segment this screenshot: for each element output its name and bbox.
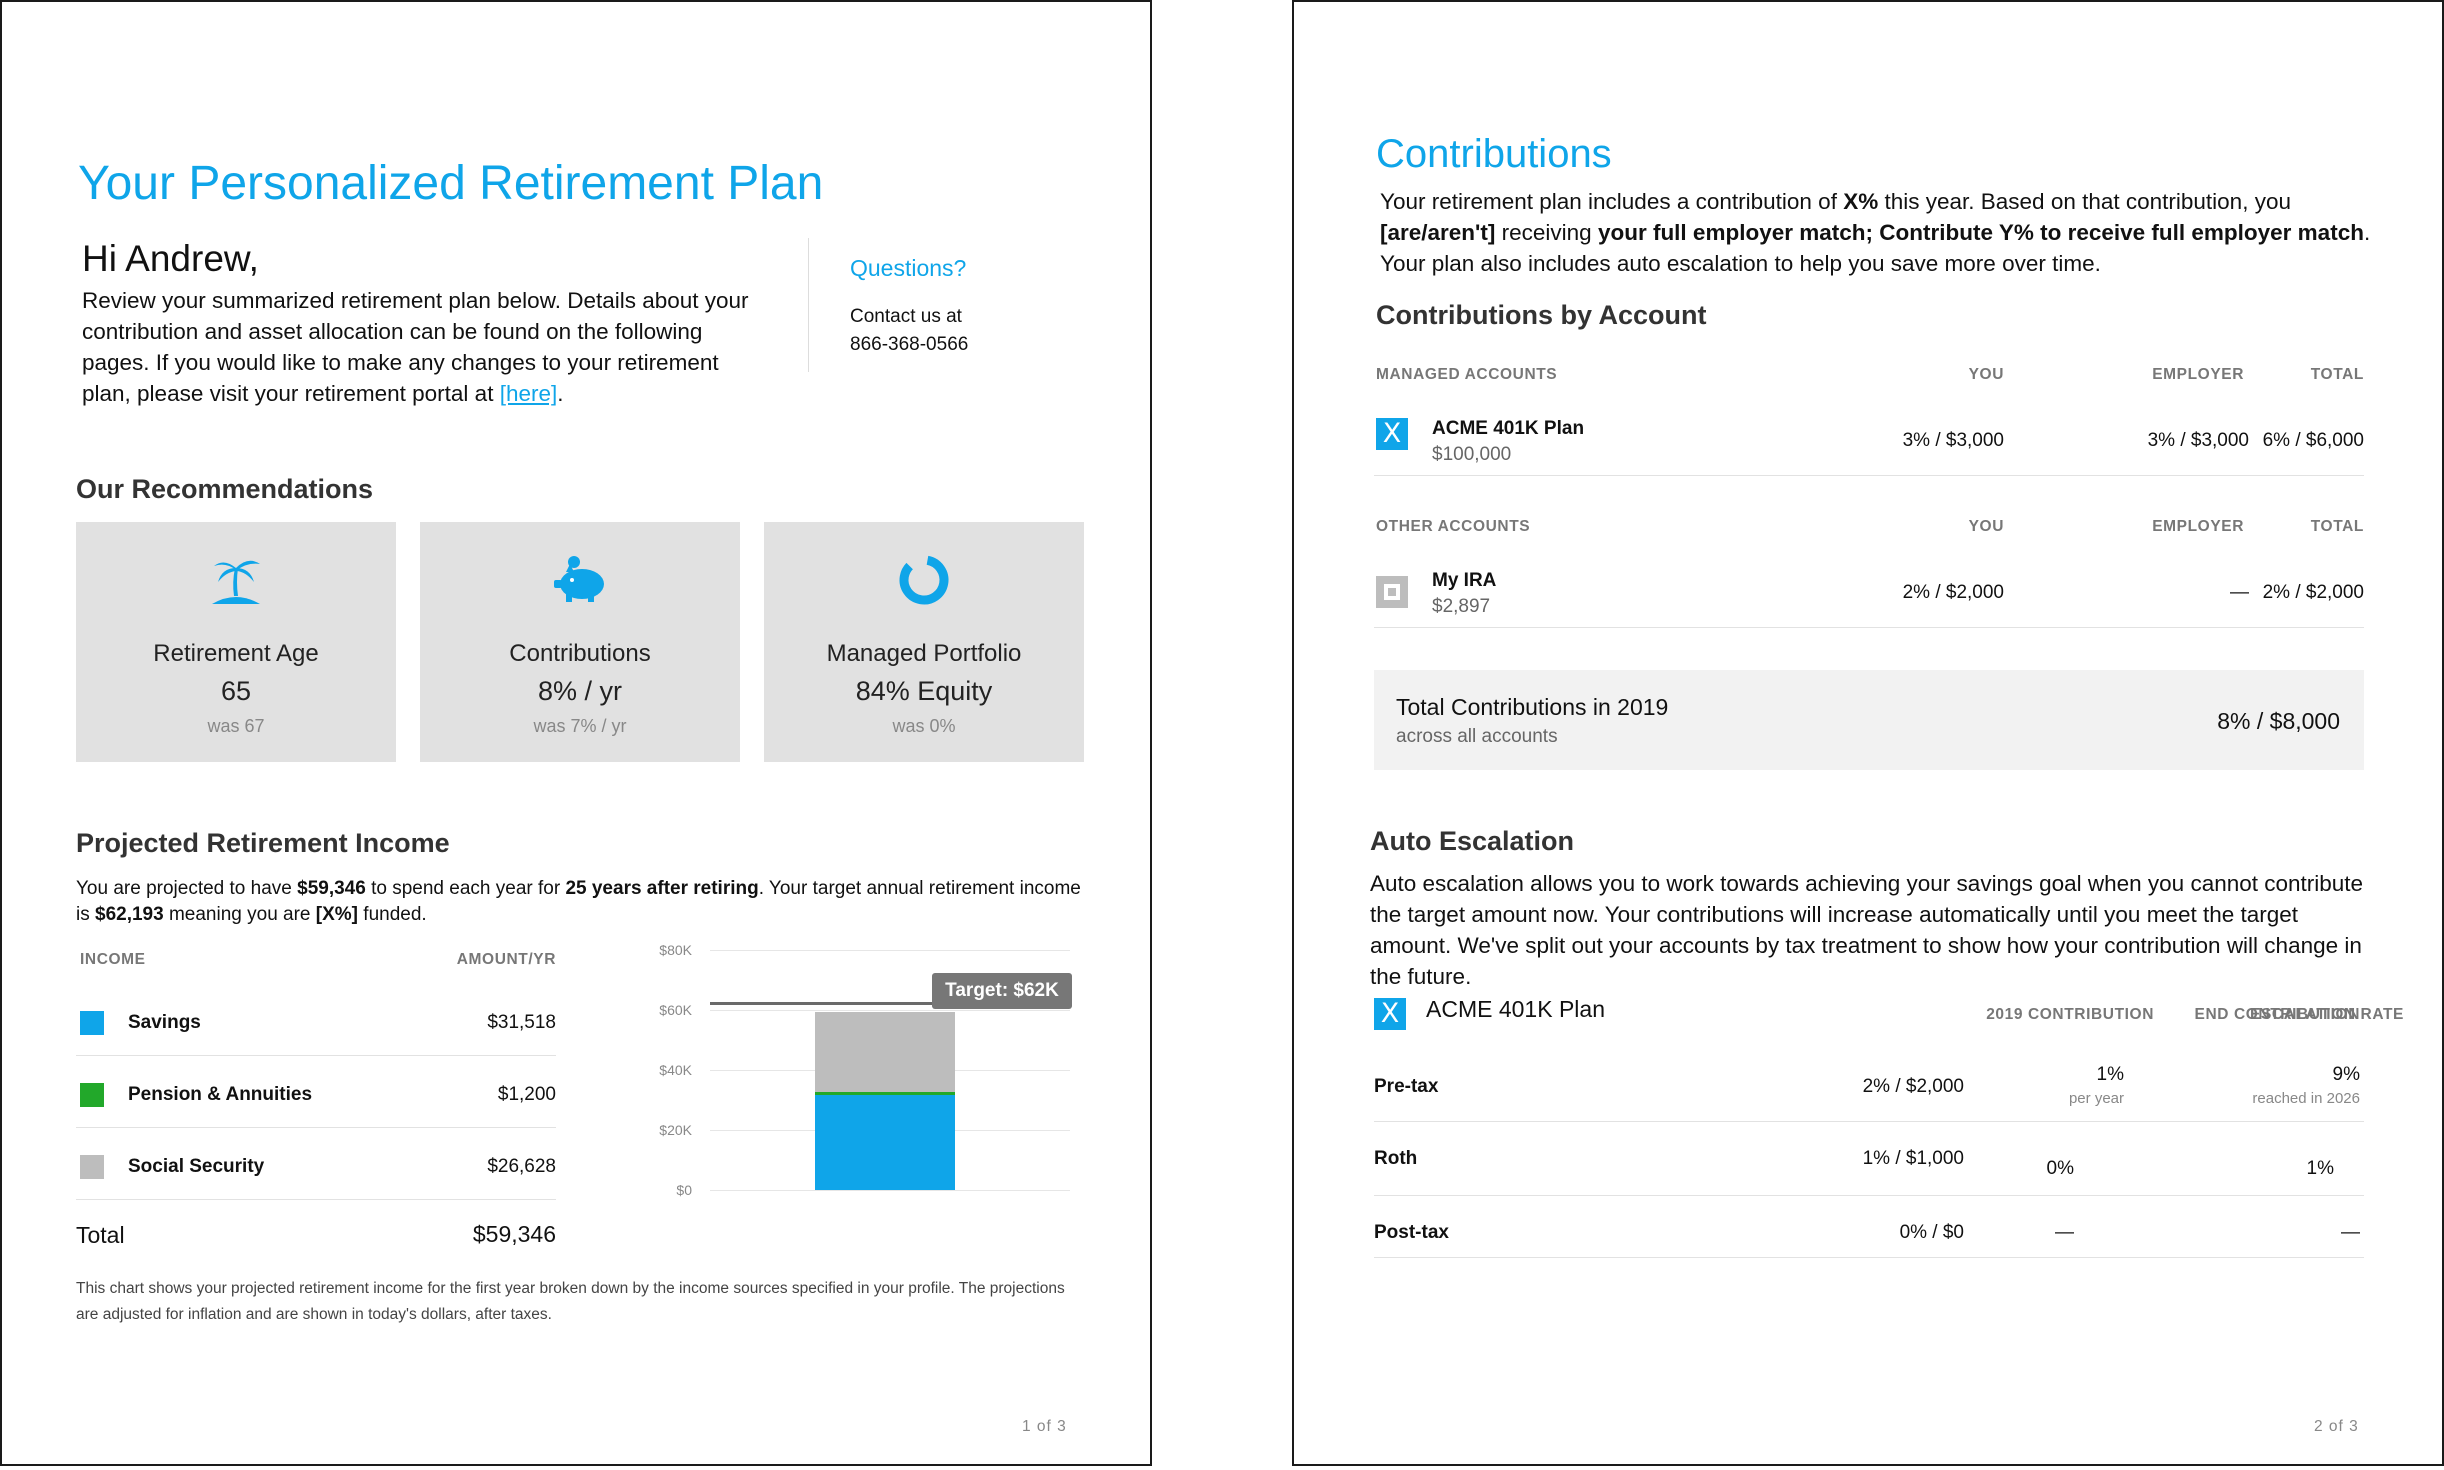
intro-paragraph: Review your summarized retirement plan b… bbox=[82, 288, 749, 406]
contact-line: Contact us at bbox=[850, 306, 962, 327]
y-tick-20k: $20K bbox=[659, 1122, 692, 1138]
page-2: Contributions Your retirement plan inclu… bbox=[1292, 0, 2444, 1466]
total-column-header: TOTAL bbox=[2310, 518, 2364, 535]
bar-social-security bbox=[815, 1011, 955, 1092]
account-row-my-ira[interactable]: My IRA $2,897 2% / $2,000 — 2% / $2,000 bbox=[1374, 550, 2364, 628]
income-description: You are projected to have $59,346 to spe… bbox=[76, 878, 1081, 925]
page-1: Your Personalized Retirement Plan Hi And… bbox=[0, 0, 1152, 1466]
auto-escalation-heading: Auto Escalation bbox=[1370, 826, 1575, 856]
income-column-header: INCOME bbox=[80, 951, 146, 968]
recommendation-card-contributions: Contributions 8% / yr was 7% / yr bbox=[420, 522, 740, 762]
contributions-intro: Your retirement plan includes a contribu… bbox=[1380, 189, 2371, 276]
escalation-plan-name: ACME 401K Plan bbox=[1426, 996, 1605, 1022]
other-accounts-header: OTHER ACCOUNTS bbox=[1376, 518, 1531, 535]
questions-heading: Questions? bbox=[850, 255, 967, 281]
you-column-header: YOU bbox=[1968, 366, 2004, 383]
total-contributions-sub: across all accounts bbox=[1396, 726, 1558, 747]
grid-line bbox=[710, 1010, 1070, 1011]
end-contribution-header: END CONTRIBUTION bbox=[2194, 1006, 2360, 1023]
escalation-row-roth: Roth 1% / $1,000 0% 1% bbox=[1374, 1122, 2364, 1196]
acme-logo-icon: X bbox=[1376, 418, 1408, 450]
page-number: 2 of 3 bbox=[2314, 1418, 2359, 1435]
income-row-pension: Pension & Annuities $1,200 bbox=[76, 1056, 556, 1128]
divider bbox=[808, 238, 809, 372]
palm-tree-icon bbox=[76, 552, 396, 608]
contribution-2019-header: 2019 CONTRIBUTION bbox=[1986, 1006, 2154, 1023]
contributions-by-account-heading: Contributions by Account bbox=[1376, 300, 1707, 330]
managed-accounts-header: MANAGED ACCOUNTS bbox=[1376, 366, 1558, 383]
grid-line bbox=[710, 950, 1070, 951]
chart-footnote: This chart shows your projected retireme… bbox=[76, 1280, 1065, 1323]
escalation-row-post-tax: Post-tax 0% / $0 — — bbox=[1374, 1196, 2364, 1258]
target-label: Target: $62K bbox=[932, 973, 1072, 1010]
account-row-acme-401k[interactable]: X ACME 401K Plan $100,000 3% / $3,000 3%… bbox=[1374, 398, 2364, 476]
total-label: Total bbox=[76, 1222, 125, 1248]
acme-logo-icon: X bbox=[1374, 998, 1406, 1030]
employer-column-header: EMPLOYER bbox=[2152, 366, 2244, 383]
y-tick-80k: $80K bbox=[659, 942, 692, 958]
contact-phone[interactable]: 866-368-0566 bbox=[850, 334, 969, 355]
total-contributions-label: Total Contributions in 2019 bbox=[1396, 694, 1669, 720]
total-value: $59,346 bbox=[472, 1221, 556, 1247]
total-contributions-box: Total Contributions in 2019 across all a… bbox=[1374, 670, 2364, 770]
portal-link[interactable]: [here] bbox=[499, 381, 558, 406]
bar-pension bbox=[815, 1091, 955, 1096]
target-line bbox=[710, 1002, 952, 1006]
total-column-header: TOTAL bbox=[2310, 366, 2364, 383]
grid-line bbox=[710, 1190, 1070, 1191]
auto-escalation-description: Auto escalation allows you to work towar… bbox=[1370, 871, 2364, 989]
greeting: Hi Andrew, bbox=[82, 238, 259, 279]
page-number: 1 of 3 bbox=[1022, 1418, 1067, 1435]
income-row-social-security: Social Security $26,628 bbox=[76, 1128, 556, 1200]
amount-column-header: AMOUNT/YR bbox=[456, 951, 556, 968]
contributions-title: Contributions bbox=[1376, 132, 1612, 176]
recommendations-heading: Our Recommendations bbox=[76, 474, 374, 504]
recommendation-card-retirement-age: Retirement Age 65 was 67 bbox=[76, 522, 396, 762]
ira-account-icon bbox=[1376, 576, 1408, 608]
page-title: Your Personalized Retirement Plan bbox=[78, 157, 824, 210]
donut-chart-icon bbox=[764, 552, 1084, 608]
recommendation-card-managed-portfolio: Managed Portfolio 84% Equity was 0% bbox=[764, 522, 1084, 762]
employer-column-header: EMPLOYER bbox=[2152, 518, 2244, 535]
you-column-header: YOU bbox=[1968, 518, 2004, 535]
piggy-bank-icon bbox=[420, 552, 740, 608]
income-heading: Projected Retirement Income bbox=[76, 828, 450, 858]
income-row-savings: Savings $31,518 bbox=[76, 984, 556, 1056]
y-tick-0: $0 bbox=[676, 1182, 692, 1198]
income-chart: $80K $60K $40K $20K $0 Target: $62K bbox=[642, 942, 1082, 1212]
y-tick-40k: $40K bbox=[659, 1062, 692, 1078]
savings-swatch bbox=[80, 1011, 104, 1035]
escalation-rate-header: ESCALATION RATE bbox=[2250, 1006, 2404, 1023]
bar-savings bbox=[815, 1095, 955, 1190]
escalation-row-pre-tax: Pre-tax 2% / $2,000 1% per year 9% reach… bbox=[1374, 1048, 2364, 1122]
total-contributions-value: 8% / $8,000 bbox=[2217, 708, 2340, 734]
y-tick-60k: $60K bbox=[659, 1002, 692, 1018]
pension-swatch bbox=[80, 1083, 104, 1107]
social-security-swatch bbox=[80, 1155, 104, 1179]
